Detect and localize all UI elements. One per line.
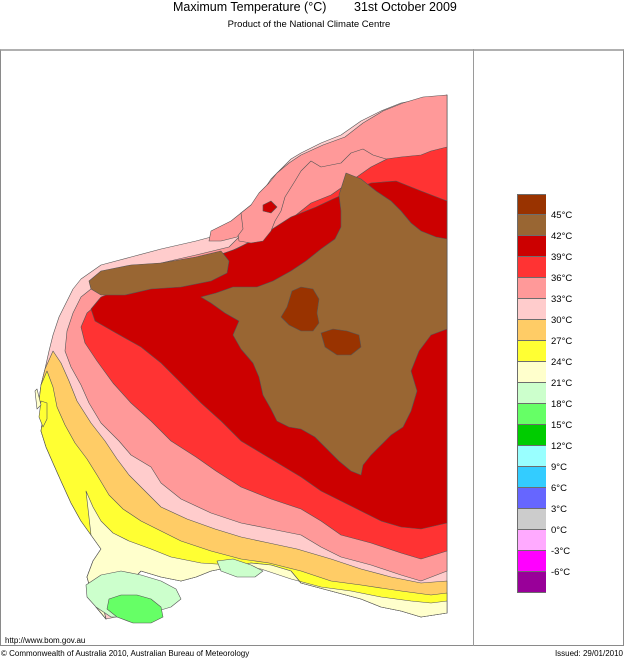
legend-label: 15°C xyxy=(551,420,573,431)
legend-color-bar xyxy=(517,194,546,593)
legend-swatch xyxy=(518,320,546,341)
legend-swatch xyxy=(518,572,546,593)
map-frame xyxy=(0,49,624,646)
legend-swatch xyxy=(518,278,546,299)
legend-swatch xyxy=(518,446,546,467)
legend-label: 42°C xyxy=(551,231,573,242)
legend-label: 6°C xyxy=(551,483,567,494)
legend-swatch xyxy=(518,551,546,572)
map-subtitle: Product of the National Climate Centre xyxy=(227,19,391,30)
legend-label: 30°C xyxy=(551,315,573,326)
legend-swatch xyxy=(518,236,546,257)
legend-swatch xyxy=(518,404,546,425)
legend-swatch xyxy=(518,194,546,215)
legend-swatch xyxy=(518,299,546,320)
legend-label: 39°C xyxy=(551,252,573,263)
legend-swatch xyxy=(518,467,546,488)
map-date: 31st October 2009 xyxy=(354,0,457,14)
legend-label: 18°C xyxy=(551,399,573,410)
legend-swatch xyxy=(518,425,546,446)
legend-swatch xyxy=(518,509,546,530)
temperature-map xyxy=(34,94,448,624)
legend-label: -3°C xyxy=(551,546,571,557)
legend-swatch xyxy=(518,341,546,362)
legend-label: 0°C xyxy=(551,525,567,536)
legend-swatch xyxy=(518,362,546,383)
legend-swatch xyxy=(518,530,546,551)
copyright-notice: © Commonwealth of Australia 2010, Austra… xyxy=(1,649,250,658)
legend-swatch xyxy=(518,215,546,236)
legend-label: 27°C xyxy=(551,336,573,347)
legend-label: -6°C xyxy=(551,567,571,578)
legend-label: 36°C xyxy=(551,273,573,284)
legend-swatch xyxy=(518,383,546,404)
bom-website-link[interactable]: http://www.bom.gov.au xyxy=(5,636,86,645)
header: Maximum Temperature (°C) 31st October 20… xyxy=(0,0,626,16)
legend-label: 12°C xyxy=(551,441,573,452)
legend-label: 45°C xyxy=(551,210,573,221)
map-title: Maximum Temperature (°C) xyxy=(173,0,327,14)
issued-date: Issued: 29/01/2010 xyxy=(554,649,623,658)
legend-label: 24°C xyxy=(551,357,573,368)
temperature-legend xyxy=(517,194,546,593)
legend-label: 21°C xyxy=(551,378,573,389)
legend-label: 9°C xyxy=(551,462,567,473)
legend-swatch xyxy=(518,257,546,278)
legend-label: 3°C xyxy=(551,504,567,515)
legend-label: 33°C xyxy=(551,294,573,305)
frame-divider xyxy=(473,49,474,646)
legend-swatch xyxy=(518,488,546,509)
